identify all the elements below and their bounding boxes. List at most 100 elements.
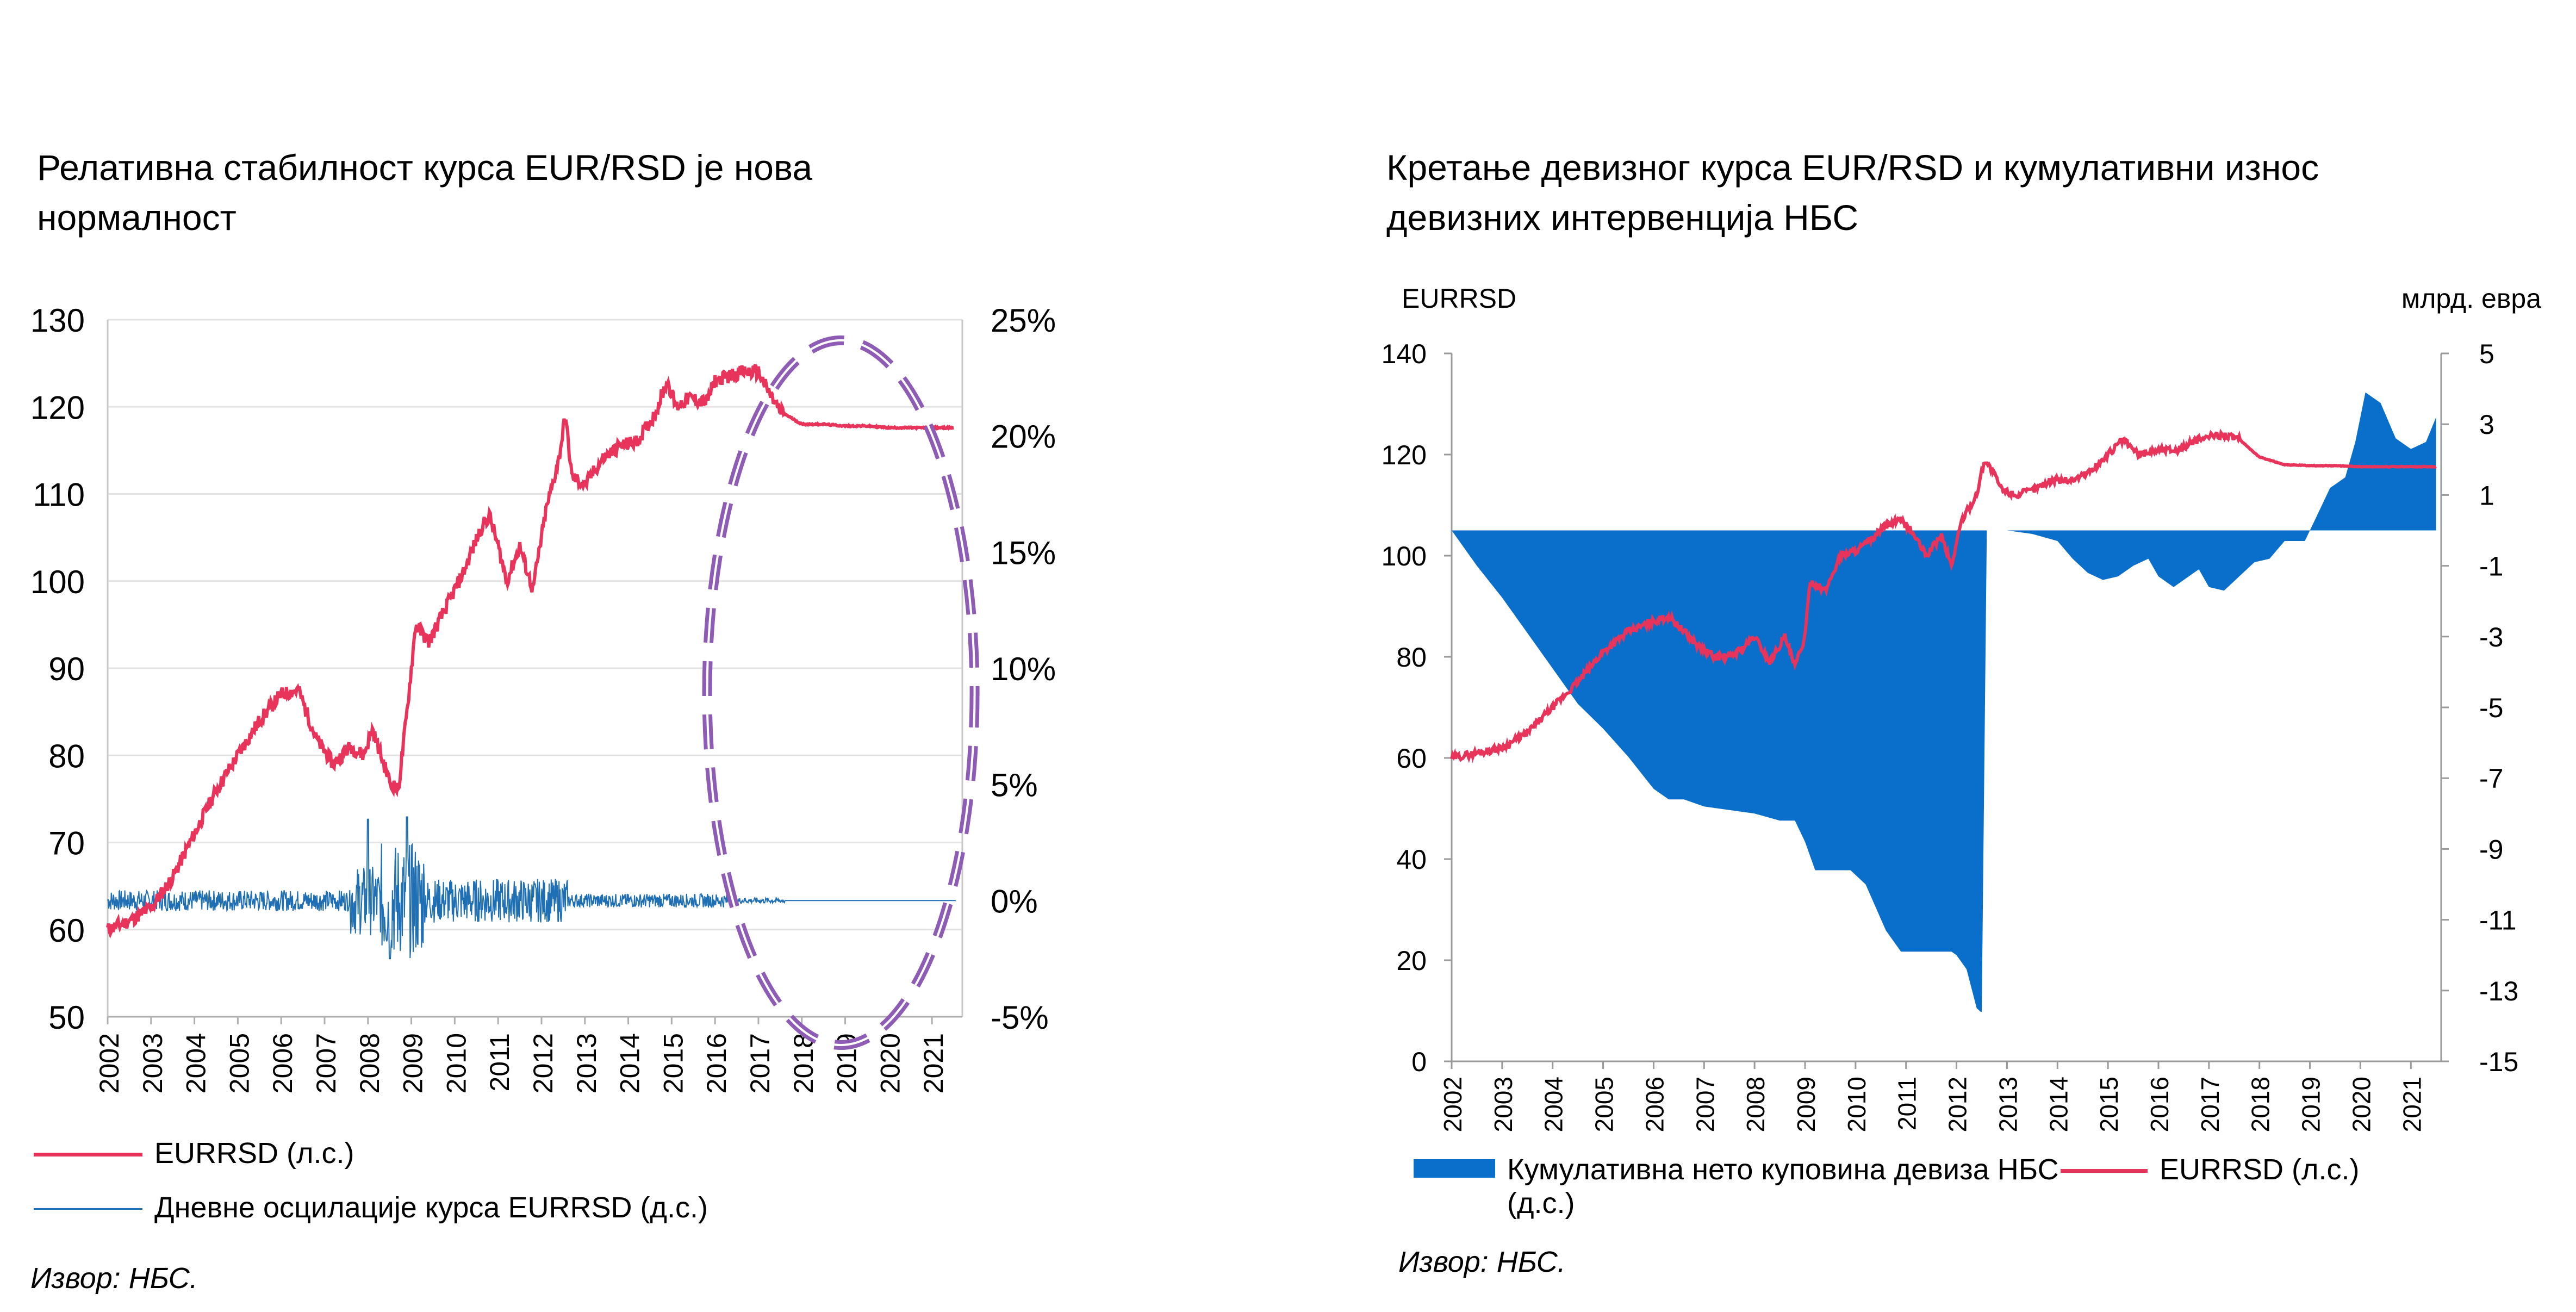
left-y2-tick-label: 25% xyxy=(991,302,1056,339)
right-left-axis-unit: EURRSD xyxy=(1402,283,1517,314)
right-x-tick-label: 2016 xyxy=(2145,1077,2174,1132)
left-legend-osc-label: Дневне осцилације курса EURRSD (д.с.) xyxy=(154,1191,708,1224)
right-legend-area-label-line1: Кумулативна нето куповина девиза НБС xyxy=(1507,1153,2059,1186)
left-dashed-ellipse-inner xyxy=(706,339,976,1046)
left-x-tick-label: 2011 xyxy=(484,1033,515,1092)
left-x-tick-label: 2005 xyxy=(224,1033,254,1093)
right-y2-tick-label: 1 xyxy=(2479,480,2494,511)
left-x-tick-label: 2010 xyxy=(441,1033,471,1093)
right-y2-tick-label: -11 xyxy=(2479,905,2517,936)
right-x-tick-label: 2008 xyxy=(1741,1077,1770,1132)
right-x-tick-label: 2017 xyxy=(2196,1077,2224,1132)
left-y2-tick-label: -5% xyxy=(991,999,1049,1036)
right-chart-title: Кретање девизног курса EUR/RSD и кумулат… xyxy=(1386,142,2319,242)
right-chart-panel: Кретање девизног курса EUR/RSD и кумулат… xyxy=(1348,0,2576,1312)
right-x-tick-label: 2013 xyxy=(1994,1077,2022,1132)
right-y-tick-label: 40 xyxy=(1396,844,1427,875)
left-y2-tick-label: 20% xyxy=(991,419,1056,455)
left-legend-eurrsd-label: EURRSD (л.с.) xyxy=(154,1137,354,1170)
right-x-tick-label: 2005 xyxy=(1590,1077,1619,1132)
right-y2-tick-label: -15 xyxy=(2479,1047,2518,1077)
left-chart-panel: Релативна стабилност курса EUR/RSD је но… xyxy=(0,0,1240,1312)
right-y2-tick-label: 5 xyxy=(2479,339,2494,369)
right-legend-area: Кумулативна нето куповина девиза НБС (д.… xyxy=(1414,1153,2059,1220)
left-y-tick-label: 110 xyxy=(33,477,85,513)
left-x-tick-label: 2009 xyxy=(398,1033,428,1093)
left-y-tick-label: 70 xyxy=(48,825,85,862)
left-y2-tick-label: 15% xyxy=(991,534,1056,571)
right-x-tick-label: 2019 xyxy=(2297,1077,2325,1132)
left-y-tick-label: 50 xyxy=(48,999,85,1036)
left-source: Извор: НБС. xyxy=(30,1262,198,1295)
left-legend-eurrsd-swatch xyxy=(34,1153,142,1156)
left-x-tick-label: 2002 xyxy=(94,1033,125,1093)
right-series-cumulative-area xyxy=(1452,392,2436,1012)
right-y-tick-label: 20 xyxy=(1396,946,1427,976)
left-x-tick-label: 2017 xyxy=(745,1033,775,1093)
right-x-tick-label: 2009 xyxy=(1792,1077,1820,1132)
right-y-tick-label: 140 xyxy=(1382,339,1427,369)
right-x-tick-label: 2006 xyxy=(1640,1077,1669,1132)
right-legend-eurrsd-label: EURRSD (л.с.) xyxy=(2160,1153,2360,1186)
left-chart-title-line2: нормалност xyxy=(37,197,237,238)
left-x-tick-label: 2013 xyxy=(571,1033,602,1093)
left-y-tick-label: 80 xyxy=(48,738,85,774)
right-legend-area-swatch xyxy=(1414,1159,1495,1178)
left-y2-tick-label: 0% xyxy=(991,883,1038,919)
right-legend-eurrsd: EURRSD (л.с.) xyxy=(2061,1153,2360,1186)
right-x-tick-label: 2015 xyxy=(2095,1077,2123,1132)
right-y2-tick-label: -5 xyxy=(2479,693,2503,723)
left-x-tick-label: 2003 xyxy=(138,1033,168,1093)
left-x-tick-label: 2007 xyxy=(311,1033,341,1093)
left-x-tick-label: 2020 xyxy=(875,1033,905,1093)
left-y-tick-label: 130 xyxy=(30,302,85,339)
right-y2-tick-label: -13 xyxy=(2479,976,2518,1006)
right-y2-tick-label: -3 xyxy=(2479,622,2503,652)
right-y2-tick-label: -9 xyxy=(2479,834,2503,865)
left-x-tick-label: 2004 xyxy=(181,1033,211,1093)
right-y-tick-label: 80 xyxy=(1396,642,1427,673)
right-source: Извор: НБС. xyxy=(1398,1246,1566,1278)
right-x-tick-label: 2014 xyxy=(2044,1077,2073,1132)
right-x-tick-label: 2011 xyxy=(1893,1077,1921,1130)
right-y-tick-label: 100 xyxy=(1382,541,1427,571)
left-series-oscillation-line xyxy=(107,816,956,960)
right-y2-tick-label: 3 xyxy=(2479,409,2494,440)
right-x-tick-label: 2003 xyxy=(1489,1077,1517,1132)
left-chart-title: Релативна стабилност курса EUR/RSD је но… xyxy=(37,142,812,242)
right-right-axis-unit: млрд. евра xyxy=(2401,283,2541,314)
right-x-tick-label: 2010 xyxy=(1843,1077,1871,1132)
right-legend-area-label-line2: (д.с.) xyxy=(1507,1187,1575,1220)
left-x-tick-label: 2015 xyxy=(658,1033,688,1093)
right-x-tick-label: 2007 xyxy=(1691,1077,1719,1132)
left-x-tick-label: 2008 xyxy=(354,1033,385,1093)
left-series-eurrsd-line xyxy=(106,363,954,939)
right-x-tick-label: 2018 xyxy=(2247,1077,2275,1132)
right-chart-title-line1: Кретање девизног курса EUR/RSD и кумулат… xyxy=(1386,147,2319,188)
right-y2-tick-label: -1 xyxy=(2479,551,2503,582)
left-x-tick-label: 2016 xyxy=(701,1033,732,1093)
right-x-tick-label: 2020 xyxy=(2347,1077,2375,1132)
left-x-tick-label: 2006 xyxy=(267,1033,298,1093)
left-y-tick-label: 120 xyxy=(30,389,85,426)
left-legend-osc: Дневне осцилације курса EURRSD (д.с.) xyxy=(34,1191,708,1224)
right-chart-title-line2: девизних интервенција НБС xyxy=(1386,197,1859,238)
left-dashed-ellipse-annotation xyxy=(702,335,980,1050)
left-y-tick-label: 100 xyxy=(30,564,85,600)
left-x-tick-label: 2014 xyxy=(615,1033,645,1093)
right-x-tick-label: 2012 xyxy=(1944,1077,1972,1132)
left-x-tick-label: 2012 xyxy=(528,1033,558,1093)
left-y2-tick-label: 10% xyxy=(991,651,1056,687)
left-x-tick-label: 2021 xyxy=(918,1033,949,1093)
right-x-tick-label: 2002 xyxy=(1439,1077,1467,1132)
right-y-tick-label: 0 xyxy=(1411,1047,1427,1077)
right-chart-svg: 140120100806040200531-1-3-5-7-9-11-13-15… xyxy=(1382,339,2519,1132)
right-legend-eurrsd-swatch xyxy=(2061,1169,2148,1173)
right-y-tick-label: 60 xyxy=(1396,743,1427,774)
left-y2-tick-label: 5% xyxy=(991,767,1038,804)
right-y-tick-label: 120 xyxy=(1382,440,1427,470)
left-y-tick-label: 90 xyxy=(48,651,85,687)
left-legend-eurrsd: EURRSD (л.с.) xyxy=(34,1136,354,1170)
left-chart-svg: 130 120 110 100 90 80 70 60 50 25% 20% 15% 10% 5% 0% -5… xyxy=(30,302,1056,1093)
right-y2-tick-label: -7 xyxy=(2479,763,2503,794)
